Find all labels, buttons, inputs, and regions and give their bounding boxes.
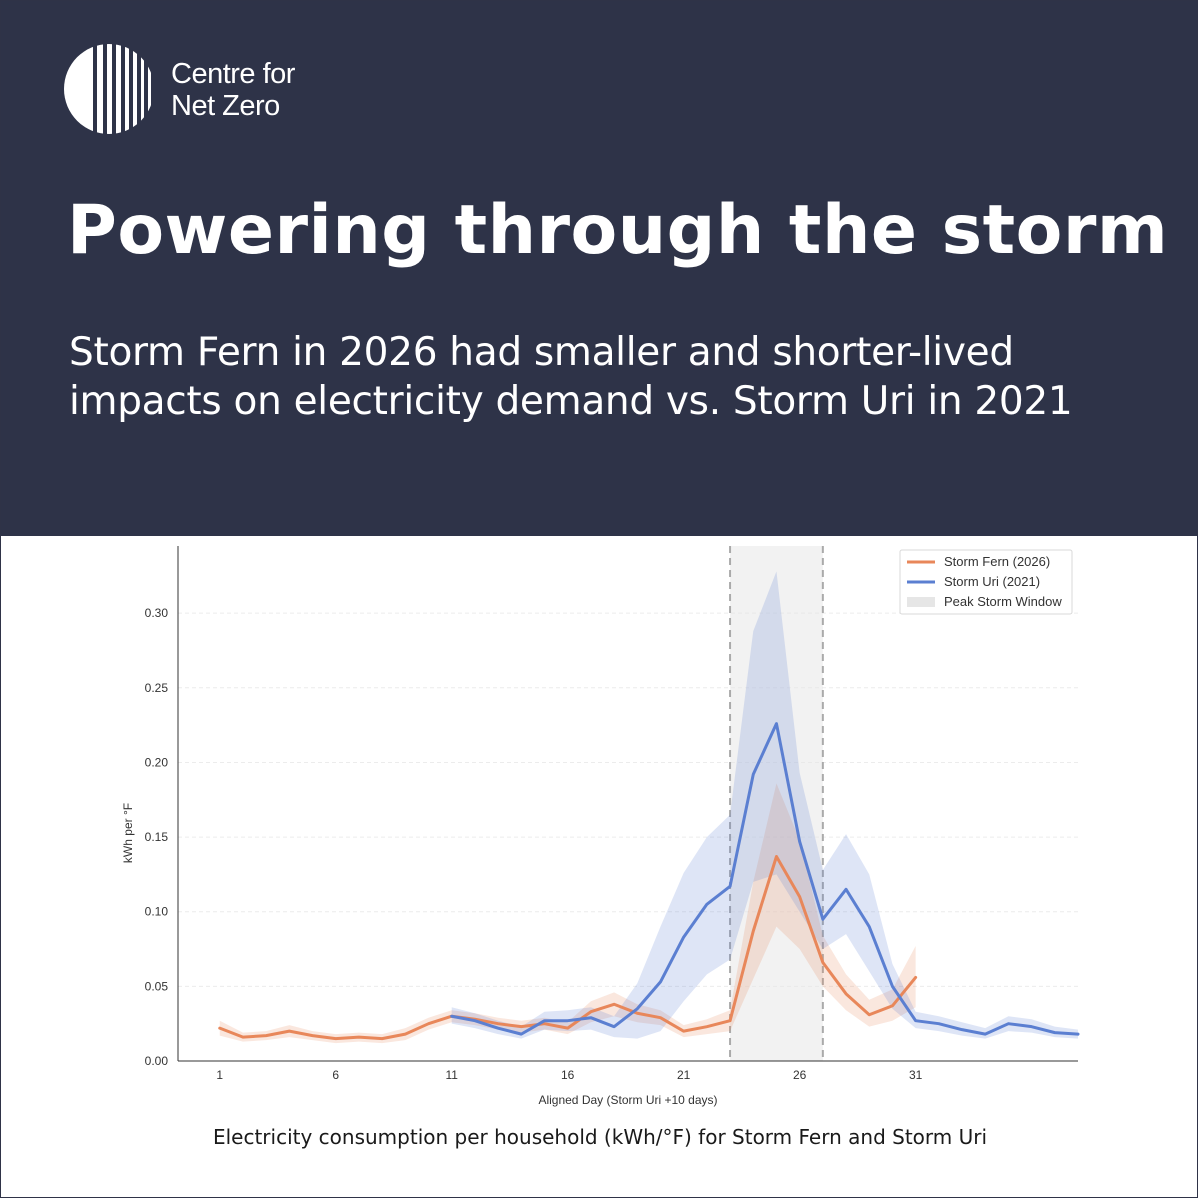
- axes: [177, 546, 1078, 1062]
- series-lines: [218, 722, 1080, 1041]
- grid-lines: [178, 612, 1078, 987]
- brand-name: Centre for Net Zero: [171, 58, 295, 122]
- x-tick-label: 11: [445, 1068, 458, 1082]
- x-tick-label: 6: [332, 1068, 339, 1082]
- legend-swatch-window: [907, 597, 935, 607]
- line-chart: 0.000.050.100.150.200.250.301 6 11 16 21 26 31…: [121, 546, 1080, 1107]
- chart-area: 0.00 0.05 0.10 0.15 0.20 0.25 0.30 1 6 11 16 21 26 31…: [1, 536, 1197, 1197]
- legend-label-window: Peak Storm Window: [944, 594, 1062, 609]
- y-tick-label: 0.10: [145, 905, 169, 919]
- y-tick-label: 0.05: [145, 979, 169, 993]
- band-uri: [451, 571, 1079, 1039]
- legend-box: [899, 549, 1073, 615]
- tick-labels: 0.000.050.100.150.200.250.301 6 11 16 21 26 31: [145, 606, 923, 1082]
- y-tick-label: 0.20: [145, 755, 169, 769]
- brand-name-line1: Centre for: [171, 58, 295, 90]
- x-tick-label: 21: [677, 1068, 691, 1082]
- brand-name-line2: Net Zero: [171, 90, 280, 122]
- y-tick-label: 0.25: [145, 681, 169, 695]
- legend-label-uri: Storm Uri (2021): [944, 574, 1040, 589]
- page-subtitle: Storm Fern in 2026 had smaller and short…: [69, 330, 1073, 424]
- brand-logo-icon: [64, 44, 151, 134]
- y-tick-label: 0.30: [145, 606, 169, 620]
- x-tick-label: 31: [909, 1068, 923, 1082]
- peak-storm-window: [730, 546, 823, 1061]
- x-tick-label: 1: [216, 1068, 223, 1082]
- legend-label-fern: Storm Fern (2026): [944, 554, 1050, 569]
- chart-caption: Electricity consumption per household (k…: [212, 1125, 988, 1149]
- x-tick-label: 26: [793, 1068, 807, 1082]
- y-axis-label: kWh per °F: [121, 803, 135, 863]
- x-axis-label: Aligned Day (Storm Uri +10 days): [538, 1093, 717, 1107]
- header-panel: Centre for Net Zero Powering through the…: [1, 1, 1197, 536]
- chart-legend: Storm Fern (2026) Storm Uri (2021) Peak …: [899, 549, 1073, 615]
- line-uri: [450, 722, 1080, 1036]
- y-tick-label: 0.00: [145, 1054, 169, 1068]
- x-tick-label: 16: [561, 1068, 575, 1082]
- confidence-bands: [219, 571, 1079, 1044]
- page-title: Powering through the storm: [67, 191, 1169, 270]
- y-tick-label: 0.15: [145, 830, 169, 844]
